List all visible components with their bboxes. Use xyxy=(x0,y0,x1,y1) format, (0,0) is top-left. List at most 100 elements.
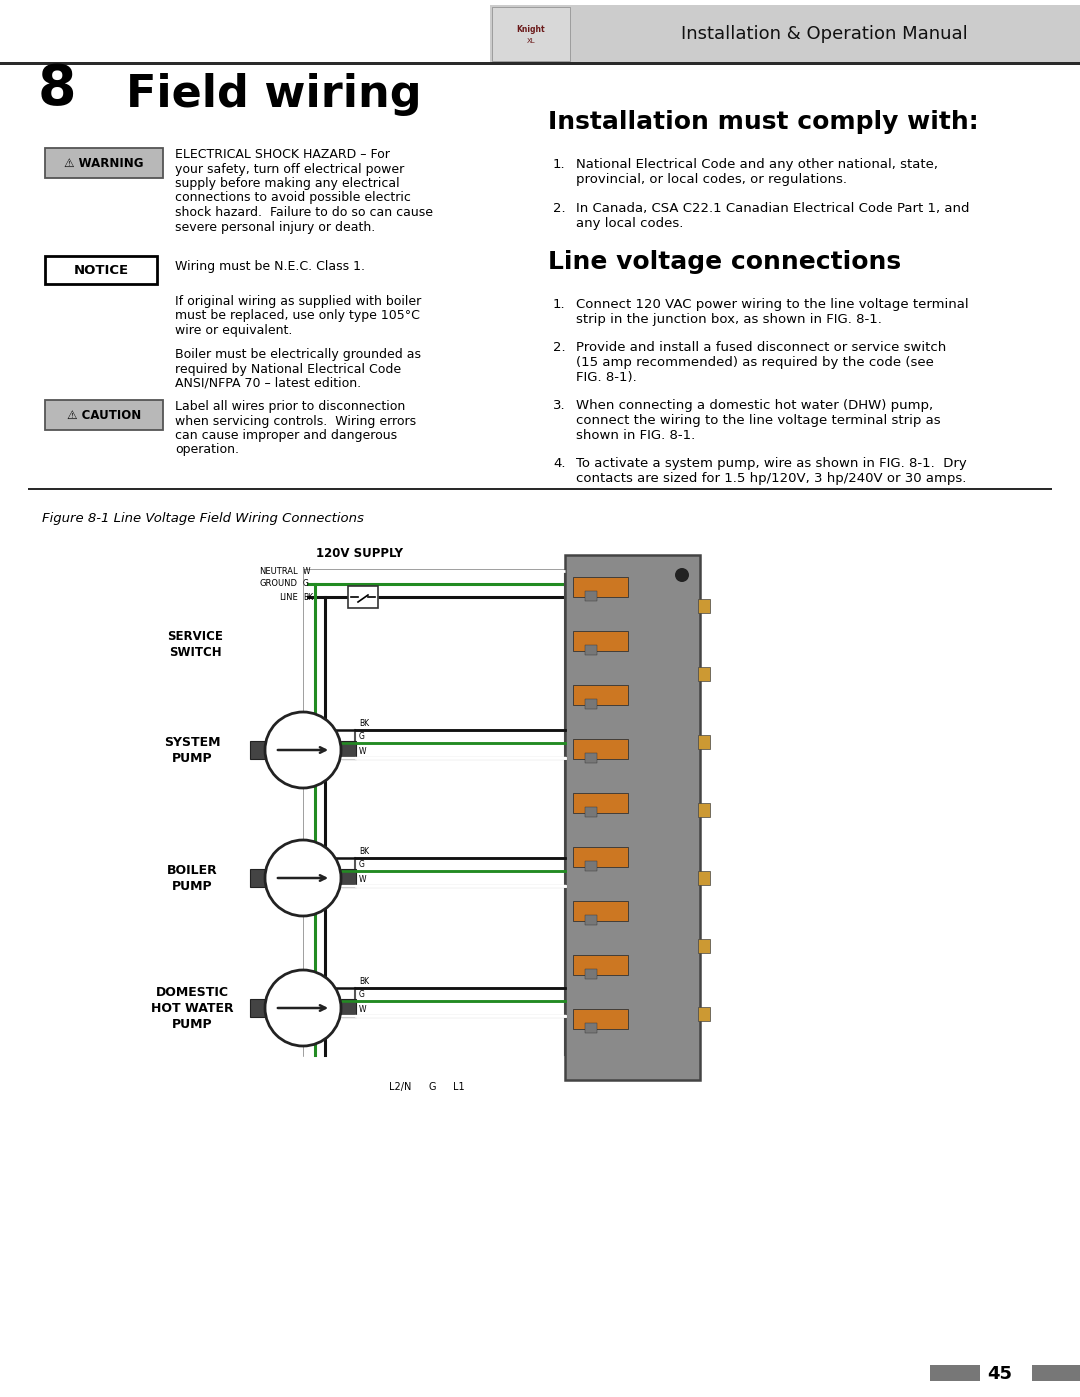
Text: BK: BK xyxy=(359,719,369,728)
Text: ⚠ WARNING: ⚠ WARNING xyxy=(64,156,144,169)
Text: 1.: 1. xyxy=(553,298,566,312)
Text: Line voltage connections: Line voltage connections xyxy=(548,250,901,274)
Text: National Electrical Code and any other national, state,: National Electrical Code and any other n… xyxy=(576,158,939,170)
Bar xyxy=(585,698,597,710)
Text: 4.: 4. xyxy=(553,457,566,469)
Bar xyxy=(0,61,1080,64)
Bar xyxy=(585,861,597,870)
Bar xyxy=(698,870,710,886)
Bar xyxy=(573,631,627,651)
Text: Label all wires prior to disconnection: Label all wires prior to disconnection xyxy=(175,400,405,414)
Bar xyxy=(585,970,597,979)
Bar xyxy=(573,956,627,975)
Text: (15 amp recommended) as required by the code (see: (15 amp recommended) as required by the … xyxy=(576,356,934,369)
Text: Installation must comply with:: Installation must comply with: xyxy=(548,110,978,134)
Bar xyxy=(585,591,597,601)
Text: 2.: 2. xyxy=(553,203,566,215)
Text: G: G xyxy=(359,732,365,740)
Text: contacts are sized for 1.5 hp/120V, 3 hp/240V or 30 amps.: contacts are sized for 1.5 hp/120V, 3 hp… xyxy=(576,472,967,485)
Text: When connecting a domestic hot water (DHW) pump,: When connecting a domestic hot water (DH… xyxy=(576,400,933,412)
Text: G: G xyxy=(429,1083,435,1092)
Text: wire or equivalent.: wire or equivalent. xyxy=(175,324,293,337)
Text: Knight: Knight xyxy=(516,25,545,35)
Bar xyxy=(45,400,163,430)
Text: Wiring must be N.E.C. Class 1.: Wiring must be N.E.C. Class 1. xyxy=(175,260,365,272)
Text: 1.: 1. xyxy=(553,158,566,170)
Text: ANSI/NFPA 70 – latest edition.: ANSI/NFPA 70 – latest edition. xyxy=(175,377,361,390)
Bar xyxy=(585,807,597,817)
Text: W: W xyxy=(359,1004,366,1014)
Bar xyxy=(573,685,627,705)
Text: 3.: 3. xyxy=(553,400,566,412)
Bar xyxy=(585,645,597,655)
Bar xyxy=(341,999,356,1017)
Bar xyxy=(573,1009,627,1030)
Text: Provide and install a fused disconnect or service switch: Provide and install a fused disconnect o… xyxy=(576,341,946,353)
Text: any local codes.: any local codes. xyxy=(576,217,684,231)
Text: required by National Electrical Code: required by National Electrical Code xyxy=(175,362,401,376)
Bar xyxy=(573,901,627,921)
Text: W: W xyxy=(359,875,366,884)
Bar xyxy=(341,869,356,887)
Text: ELECTRICAL SHOCK HAZARD – For: ELECTRICAL SHOCK HAZARD – For xyxy=(175,148,390,161)
Text: NEUTRAL: NEUTRAL xyxy=(259,567,298,576)
Text: Figure 8-1 Line Voltage Field Wiring Connections: Figure 8-1 Line Voltage Field Wiring Con… xyxy=(42,511,364,525)
Text: L2/N: L2/N xyxy=(389,1083,411,1092)
Circle shape xyxy=(675,569,689,583)
Text: 2.: 2. xyxy=(553,341,566,353)
Text: W: W xyxy=(303,567,311,576)
Bar xyxy=(585,1023,597,1032)
Bar xyxy=(45,148,163,177)
Text: Boiler must be electrically grounded as: Boiler must be electrically grounded as xyxy=(175,348,421,360)
Circle shape xyxy=(265,970,341,1046)
Text: ⚠ CAUTION: ⚠ CAUTION xyxy=(67,408,141,422)
Text: shock hazard.  Failure to do so can cause: shock hazard. Failure to do so can cause xyxy=(175,205,433,219)
Bar xyxy=(28,488,1052,490)
Circle shape xyxy=(265,712,341,788)
Text: To activate a system pump, wire as shown in FIG. 8-1.  Dry: To activate a system pump, wire as shown… xyxy=(576,457,967,469)
Text: your safety, turn off electrical power: your safety, turn off electrical power xyxy=(175,162,404,176)
Text: DOMESTIC
HOT WATER
PUMP: DOMESTIC HOT WATER PUMP xyxy=(151,985,233,1031)
Bar xyxy=(348,585,378,608)
Text: strip in the junction box, as shown in FIG. 8-1.: strip in the junction box, as shown in F… xyxy=(576,313,882,326)
Bar xyxy=(45,256,157,284)
Bar xyxy=(585,915,597,925)
Bar xyxy=(698,599,710,613)
Text: SYSTEM
PUMP: SYSTEM PUMP xyxy=(164,735,220,764)
Text: operation.: operation. xyxy=(175,443,239,457)
Bar xyxy=(341,740,356,759)
Text: G: G xyxy=(359,861,365,869)
Text: 120V SUPPLY: 120V SUPPLY xyxy=(316,548,404,560)
Bar xyxy=(573,793,627,813)
Text: In Canada, CSA C22.1 Canadian Electrical Code Part 1, and: In Canada, CSA C22.1 Canadian Electrical… xyxy=(576,203,970,215)
Bar xyxy=(249,740,265,759)
Bar xyxy=(490,6,1080,63)
Bar xyxy=(573,577,627,597)
Bar xyxy=(1032,1365,1080,1382)
Bar xyxy=(249,869,265,887)
Text: GROUND: GROUND xyxy=(260,580,298,588)
Text: 45: 45 xyxy=(987,1365,1013,1383)
Text: If original wiring as supplied with boiler: If original wiring as supplied with boil… xyxy=(175,295,421,307)
Text: provincial, or local codes, or regulations.: provincial, or local codes, or regulatio… xyxy=(576,173,847,186)
Text: Installation & Operation Manual: Installation & Operation Manual xyxy=(680,25,968,43)
Text: connections to avoid possible electric: connections to avoid possible electric xyxy=(175,191,410,204)
Text: LINE: LINE xyxy=(280,592,298,602)
Text: W: W xyxy=(359,747,366,756)
Text: BK: BK xyxy=(303,592,313,602)
Text: FIG. 8-1).: FIG. 8-1). xyxy=(576,372,637,384)
Circle shape xyxy=(265,840,341,916)
Text: NOTICE: NOTICE xyxy=(73,264,129,277)
Bar xyxy=(573,739,627,759)
Text: XL: XL xyxy=(527,38,536,43)
Bar xyxy=(573,847,627,868)
Bar xyxy=(698,1007,710,1021)
Text: BK: BK xyxy=(359,847,369,856)
Text: Connect 120 VAC power wiring to the line voltage terminal: Connect 120 VAC power wiring to the line… xyxy=(576,298,969,312)
Text: severe personal injury or death.: severe personal injury or death. xyxy=(175,221,375,233)
Text: BOILER
PUMP: BOILER PUMP xyxy=(166,863,217,893)
Text: G: G xyxy=(303,580,309,588)
Text: must be replaced, use only type 105°C: must be replaced, use only type 105°C xyxy=(175,310,420,323)
Bar xyxy=(698,735,710,749)
Bar xyxy=(585,753,597,763)
